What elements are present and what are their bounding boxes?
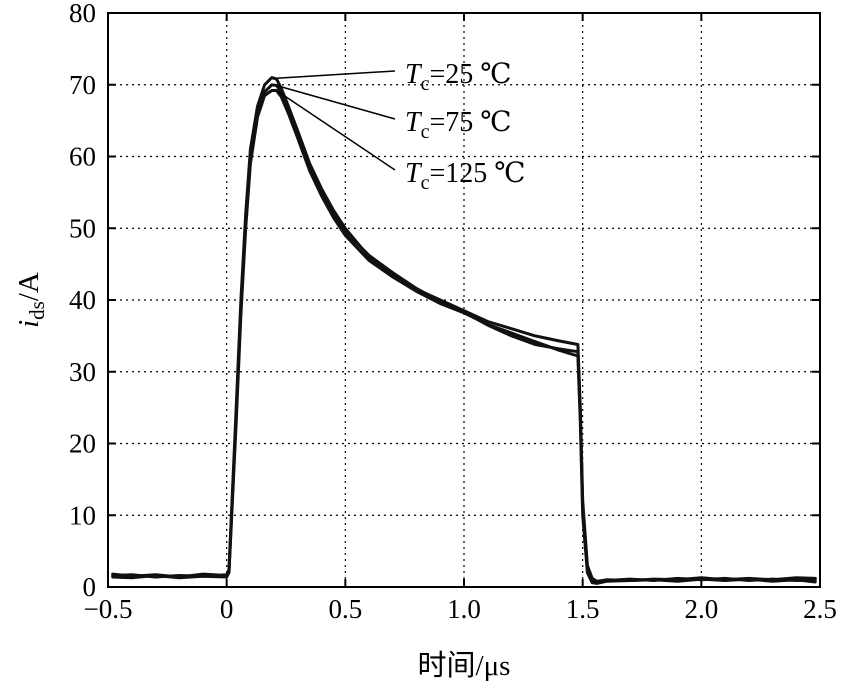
y-tick-label: 10 (69, 500, 96, 530)
x-tick-label: 1.0 (447, 594, 481, 624)
y-axis-unit: /A (13, 272, 45, 301)
axis-ticks (107, 12, 821, 588)
y-tick-labels: 0 10 20 30 40 50 60 70 80 (69, 0, 96, 602)
series-label-value: =25 ℃ (429, 59, 511, 90)
y-tick-label: 40 (69, 285, 96, 315)
series-label-symbol: T (405, 107, 423, 138)
y-tick-label: 20 (69, 429, 96, 459)
series-label-subscript: c (421, 121, 430, 143)
series-line-3 (111, 89, 817, 585)
x-tick-label: −0.5 (84, 594, 133, 624)
series-label-subscript: c (421, 73, 430, 95)
series-label: Tc=75 ℃ (405, 107, 512, 143)
series-annotations: Tc=25 ℃Tc=75 ℃Tc=125 ℃ (276, 59, 526, 194)
series-label-symbol: T (405, 59, 423, 90)
x-tick-label: 2.0 (684, 594, 718, 624)
y-tick-label: 0 (83, 572, 97, 602)
y-tick-label: 80 (69, 0, 96, 28)
annotation-leader (276, 84, 396, 120)
x-tick-label: 0 (220, 594, 234, 624)
y-axis-subscript: ds (25, 301, 49, 320)
x-tick-labels: −0.5 0 0.5 1.0 1.5 2.0 2.5 (84, 594, 837, 624)
y-tick-label: 60 (69, 142, 96, 172)
y-axis-title: ids/A (13, 272, 49, 328)
series-label-subscript: c (421, 172, 430, 194)
y-tick-label: 50 (69, 213, 96, 243)
series-label-value: =75 ℃ (429, 107, 511, 138)
x-tick-label: 1.5 (566, 594, 600, 624)
y-tick-label: 70 (69, 70, 96, 100)
series-label-symbol: T (405, 158, 423, 189)
annotation-leader (276, 70, 396, 80)
y-axis-symbol: i (13, 320, 45, 328)
series-label-value: =125 ℃ (429, 158, 525, 189)
series-label: Tc=125 ℃ (405, 158, 526, 194)
x-tick-label: 2.5 (803, 594, 837, 624)
x-tick-label: 0.5 (328, 594, 362, 624)
x-axis-title: 时间/μs (418, 649, 511, 682)
annotation-leader (276, 89, 396, 171)
series-label: Tc=25 ℃ (405, 59, 512, 95)
y-tick-label: 30 (69, 357, 96, 387)
grid-lines (108, 13, 820, 587)
series-traces (111, 76, 817, 585)
